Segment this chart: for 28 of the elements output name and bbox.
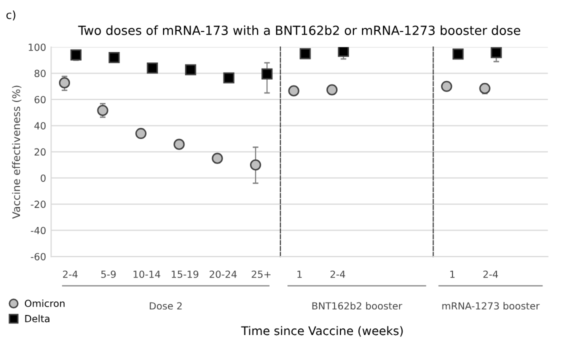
y-tick-label: -20 (30, 200, 46, 208)
x-tick-label: 5-9 (101, 270, 116, 278)
y-tick-label: 80 (34, 70, 46, 78)
x-tick-label: 20-24 (210, 270, 237, 278)
x-tick-label: 2-4 (483, 270, 498, 278)
y-tick-label: -40 (30, 226, 46, 234)
x-tick-label: 1 (450, 270, 455, 278)
legend-label: Omicron (24, 300, 65, 308)
x-tick-label: 1 (297, 270, 302, 278)
y-tick-label: 0 (40, 174, 46, 182)
y-tick-label: 100 (28, 44, 46, 51)
x-axis-title: mRNA-1273 booster (442, 302, 540, 310)
x-axis-title: Dose 2 (150, 302, 182, 310)
x-tick-label: 10-14 (134, 270, 160, 278)
y-tick-label: 20 (34, 148, 46, 156)
y-tick-label: 60 (34, 96, 46, 104)
x-tick-label: 2-4 (330, 270, 346, 278)
x-tick-label: 2-4 (63, 270, 78, 278)
y-axis-title: Vaccine effectiveness (%) (12, 86, 22, 219)
chart-title: Two doses of mRNA-173 with a BNT162b2 or mRNA-1273 booster dose (78, 25, 520, 36)
text: Time since Vaccine (weeks) (241, 326, 403, 337)
y-tick-label: 40 (34, 122, 46, 130)
legend-label: Delta (25, 314, 50, 322)
text: c) (6, 10, 16, 20)
x-tick-label: 25+ (252, 270, 271, 278)
x-tick-label: 15-19 (172, 270, 198, 278)
x-axis-title: BNT162b2 booster (312, 302, 402, 310)
y-tick-label: -60 (30, 252, 46, 260)
